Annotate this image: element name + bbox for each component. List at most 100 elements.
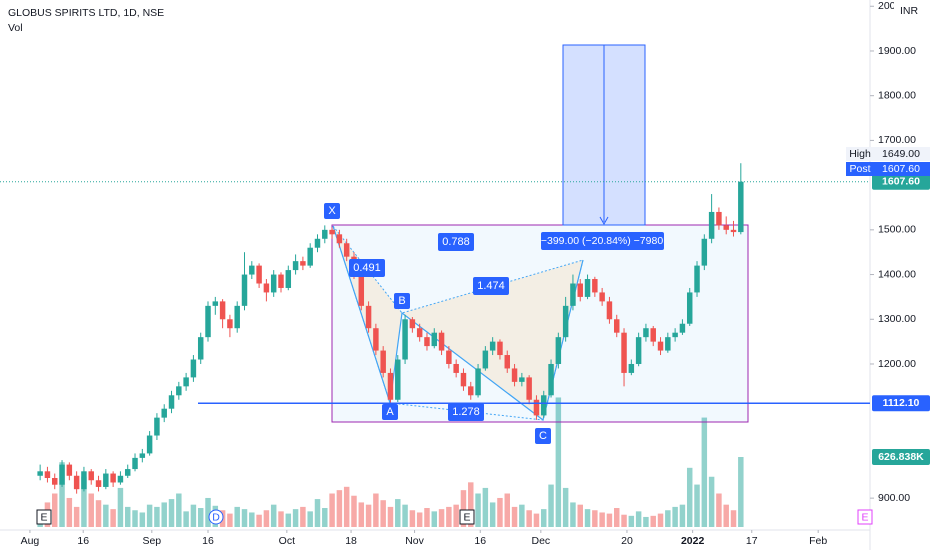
candle-body	[168, 395, 175, 409]
candle-body	[249, 265, 255, 275]
volume-bar	[73, 506, 80, 527]
volume-bar	[402, 504, 408, 527]
volume-bar	[723, 504, 729, 527]
y-tick-label: 1800.00	[878, 89, 916, 101]
event-box	[459, 509, 475, 525]
x-tick-label: 16	[77, 535, 89, 547]
candle-body	[635, 337, 642, 364]
x-tick-label: Sep	[142, 535, 161, 547]
point-label-box	[324, 203, 340, 219]
volume-bar	[95, 500, 102, 527]
volume-bar	[395, 499, 401, 527]
x-tick-label: 16	[202, 535, 214, 547]
candle-body	[146, 435, 153, 454]
x-tick-label: Oct	[279, 535, 295, 547]
volume-bar	[409, 510, 416, 527]
volume-bar	[628, 515, 635, 527]
candle-body	[409, 319, 416, 329]
volume-bar	[373, 493, 379, 527]
event-label: D	[212, 511, 220, 523]
candle-body	[592, 279, 598, 293]
candle-body	[365, 305, 372, 329]
volume-bar	[52, 493, 58, 527]
candle-body	[380, 350, 386, 373]
candle-body	[154, 417, 160, 436]
volume-bar	[460, 490, 467, 527]
candle-body	[219, 301, 226, 320]
candle-body	[387, 372, 394, 400]
last-price-label-box	[872, 173, 930, 190]
candle-body	[300, 261, 306, 266]
ratio-box	[349, 259, 385, 277]
candle-body	[482, 350, 489, 369]
volume-bar	[672, 506, 678, 527]
price-label: 1607.60	[882, 163, 920, 175]
candle-body	[541, 395, 547, 416]
volume-bar	[234, 506, 240, 527]
candle-body	[373, 328, 379, 351]
candle-body	[66, 464, 73, 476]
y-tick-label: 1500.00	[878, 224, 916, 236]
volume-bar	[351, 495, 357, 527]
volume-bar	[314, 499, 321, 527]
candle-body	[278, 274, 284, 288]
candle-body	[716, 211, 722, 226]
candle-body	[416, 328, 423, 338]
event-box	[208, 509, 224, 525]
point-label-box	[382, 404, 398, 420]
candle-body	[59, 464, 65, 485]
pattern-labels: X A B C 0.491 0.788 1.474 1.278 −399.00 …	[324, 203, 664, 444]
candle-body	[657, 341, 664, 351]
volume-bar	[146, 504, 153, 527]
volume-bar	[249, 512, 255, 527]
volume-bar	[329, 493, 335, 527]
candle-body	[88, 471, 94, 481]
ratio-box	[473, 277, 509, 295]
event-box	[857, 509, 873, 525]
volume-bar	[183, 511, 189, 527]
ratio-label: 1.474	[477, 280, 505, 292]
candle-body	[533, 399, 540, 416]
candle-body	[453, 363, 459, 373]
candle-body	[730, 229, 737, 233]
price-label-box	[872, 147, 930, 161]
ratio-box	[448, 403, 484, 421]
x-tick-label: Dec	[531, 535, 550, 547]
volume-bar	[541, 509, 547, 527]
candle-body	[672, 332, 678, 338]
volume-bar	[679, 504, 686, 527]
candle-body	[124, 469, 131, 476]
volume-bar	[708, 476, 715, 527]
volume-bar	[584, 509, 591, 527]
candle-body	[183, 377, 189, 387]
volume-bar	[197, 508, 204, 527]
candle-body	[44, 471, 51, 479]
x-tick-label: 17	[746, 535, 758, 547]
volume-bar	[592, 510, 598, 527]
x-tick-label: 16	[474, 535, 486, 547]
volume-bar	[278, 511, 284, 527]
candle-body	[110, 473, 116, 483]
volume-bar	[168, 499, 175, 527]
candle-body	[665, 337, 671, 351]
candle-body	[95, 480, 102, 487]
candle-body	[241, 274, 248, 306]
candle-body	[570, 283, 576, 306]
volume-bar	[475, 493, 481, 527]
ratio-label: 0.788	[442, 236, 470, 248]
events: E D E E	[36, 509, 873, 525]
candle-body	[504, 355, 510, 369]
volume-bar	[613, 508, 620, 527]
candle-body	[329, 229, 335, 235]
candle-body	[599, 292, 605, 302]
volume-bar	[336, 490, 343, 527]
candle-body	[489, 341, 496, 351]
candle-body	[577, 283, 583, 297]
volume-bar	[424, 508, 430, 527]
volume-bar	[154, 506, 160, 527]
price-label-name-box	[846, 162, 874, 176]
candle-body	[460, 372, 467, 387]
candle-body	[701, 238, 708, 266]
candle-body	[103, 473, 109, 487]
